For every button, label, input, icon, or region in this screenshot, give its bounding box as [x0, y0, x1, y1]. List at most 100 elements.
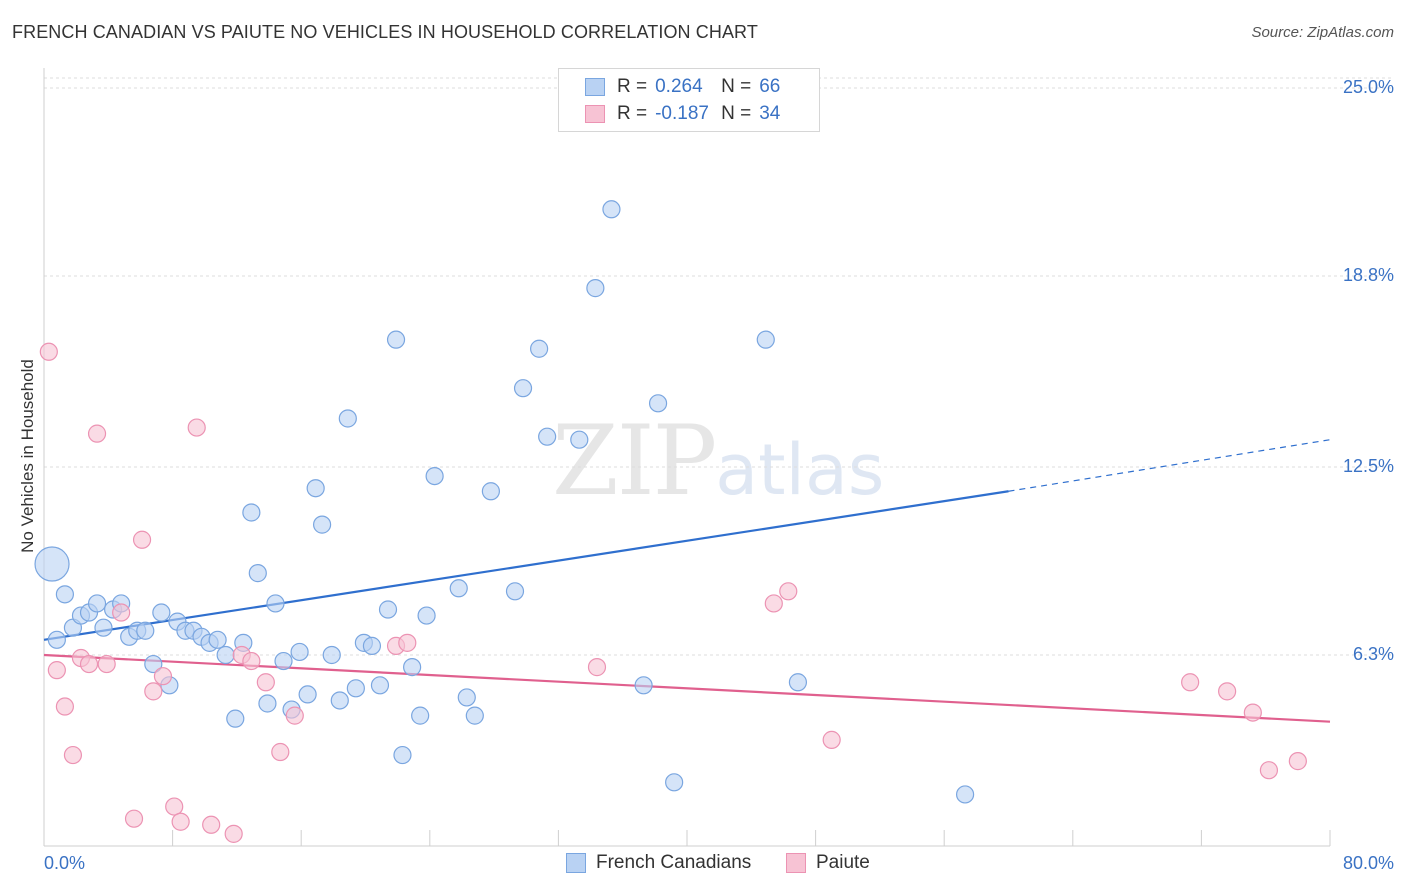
paiute-point [144, 682, 163, 701]
french-canadians-point [449, 579, 468, 598]
axes [43, 68, 1331, 847]
french-canadians-point [346, 679, 365, 698]
french-canadians-point [312, 515, 332, 534]
french-canadians-point [266, 594, 285, 613]
stats-row-paiute: R = -0.187 N = 34 [585, 102, 780, 126]
paiute-point [271, 742, 290, 762]
y-tick-label: 6.3% [1352, 643, 1394, 664]
paiute-point [587, 658, 607, 677]
french-canadians-point [248, 564, 267, 583]
french-canadians-point [481, 482, 500, 501]
french-canadians-point [513, 379, 533, 398]
paiute-point [779, 582, 798, 601]
french-canadians-point [570, 430, 589, 449]
french-canadians-point [242, 503, 261, 522]
r-label: R = [617, 103, 648, 124]
legend-item-french-canadians[interactable]: French Canadians [566, 852, 751, 874]
paiute-point [822, 730, 841, 749]
series-legend: French Canadians Paiute [0, 852, 1406, 878]
french-canadians-point [330, 691, 349, 710]
french-canadians-point [665, 773, 684, 792]
r-value: -0.187 [655, 103, 709, 124]
paiute-point [1243, 703, 1262, 722]
data-points [34, 200, 1307, 843]
legend-item-paiute[interactable]: Paiute [786, 852, 870, 874]
blue-swatch [585, 78, 605, 96]
y-tick-label: 18.8% [1342, 264, 1394, 285]
paiute-point [242, 651, 261, 671]
french-canadians-trend-line [43, 490, 1009, 641]
stats-row-french-canadians: R = 0.264 N = 66 [585, 75, 780, 99]
french-canadians-point [457, 688, 476, 707]
french-canadians-point [216, 645, 235, 665]
pink-swatch [786, 853, 806, 873]
french-canadians-point [403, 658, 422, 677]
paiute-point [112, 603, 131, 622]
french-canadians-point [425, 466, 444, 486]
french-canadians-point [370, 676, 390, 695]
legend-label: Paiute [816, 852, 870, 873]
watermark-zip: ZIP [552, 405, 717, 517]
french-canadians-point [386, 330, 406, 349]
paiute-point [132, 530, 152, 549]
french-canadians-point [94, 618, 113, 637]
french-canadians-point [362, 636, 382, 655]
paiute-point [171, 812, 190, 831]
french-canadians-point [530, 339, 549, 358]
source-label: Source: ZipAtlas.com [1251, 24, 1394, 41]
paiute-point [187, 418, 206, 437]
paiute-point [764, 594, 783, 613]
french-canadians-point [634, 676, 653, 695]
n-value: 34 [759, 103, 781, 124]
french-canadians-point [788, 673, 808, 692]
french-canadians-point [756, 330, 775, 349]
watermark: ZIPatlas [552, 405, 884, 517]
n-label: N = [721, 103, 752, 124]
french-canadians-point [298, 685, 317, 704]
stats-legend: R = 0.264 N = 66 R = -0.187 N = 34 [558, 68, 820, 132]
watermark-atlas: atlas [715, 429, 885, 511]
french-canadians-point [258, 694, 277, 713]
paiute-point [165, 797, 184, 816]
french-canadians-point [208, 630, 227, 649]
y-tick-label: 12.5% [1342, 456, 1394, 476]
french-canadians-point [393, 745, 412, 765]
paiute-point [1288, 752, 1307, 771]
french-canadians-point [505, 582, 525, 601]
paiute-point [398, 633, 417, 652]
paiute-point [153, 667, 173, 686]
blue-swatch [566, 853, 586, 873]
french-canadians-point [955, 785, 975, 804]
x-tick-min: 0.0% [44, 853, 86, 873]
trend-lines [43, 439, 1331, 723]
french-canadians-point [338, 409, 357, 428]
paiute-point [202, 815, 221, 834]
r-value: 0.264 [655, 76, 703, 97]
paiute-point [47, 661, 66, 680]
french-canadians-point [602, 200, 621, 219]
french-canadians-point [465, 706, 484, 725]
french-canadians-point [136, 621, 155, 640]
paiute-point [224, 824, 243, 843]
n-value: 66 [759, 76, 781, 97]
paiute-point [1259, 761, 1279, 780]
paiute-point [124, 809, 144, 828]
n-label: N = [721, 76, 752, 97]
x-tick-max: 80.0% [1342, 853, 1394, 873]
paiute-point [256, 673, 275, 692]
y-tick-label: 25.0% [1342, 77, 1394, 97]
french-canadians-point [411, 706, 430, 725]
french-canadians-point [55, 585, 74, 604]
french-canadians-point [290, 642, 309, 662]
pink-swatch [585, 105, 605, 123]
french-canadians-point [586, 279, 605, 298]
paiute-point [79, 654, 99, 674]
paiute-point [1218, 682, 1237, 701]
paiute-point [55, 697, 74, 716]
french-canadians-point [226, 709, 245, 728]
paiute-point [87, 424, 107, 443]
french-canadians-point [34, 546, 70, 582]
paiute-point [285, 706, 304, 725]
french-canadians-point [538, 427, 557, 446]
